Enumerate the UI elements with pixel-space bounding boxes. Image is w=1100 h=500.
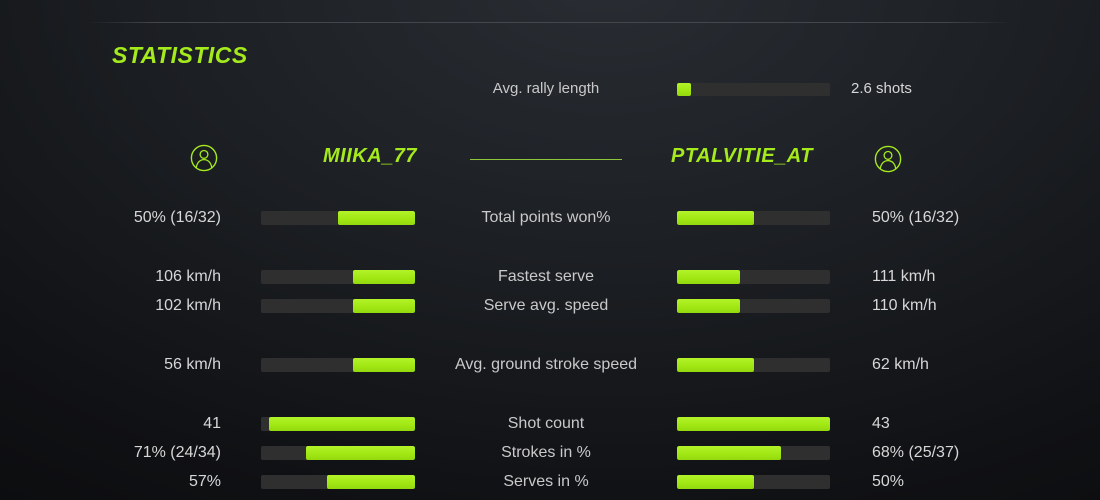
- stat-row-total-points: 50% (16/32) Total points won% 50% (16/32…: [0, 203, 1100, 233]
- right-bar-fill: [677, 299, 740, 313]
- stat-row-strokes-in: 71% (24/34) Strokes in % 68% (25/37): [0, 438, 1100, 468]
- stat-label: Total points won%: [481, 209, 611, 226]
- avg-rally-length-label: Avg. rally length: [492, 80, 600, 97]
- stat-row-shot-count: 41 Shot count 43: [0, 409, 1100, 439]
- left-bar: [261, 358, 415, 372]
- stat-label: Avg. ground stroke speed: [454, 356, 638, 373]
- left-bar: [261, 446, 415, 460]
- right-bar-fill: [677, 211, 754, 225]
- right-bar: [677, 299, 830, 313]
- avg-rally-length-bar-fill: [677, 83, 691, 96]
- right-bar: [677, 270, 830, 284]
- page-title: STATISTICS: [112, 42, 248, 68]
- right-value: 50%: [872, 473, 905, 490]
- right-bar-fill: [677, 417, 830, 431]
- left-bar-fill: [353, 270, 415, 284]
- right-value: 50% (16/32): [872, 209, 960, 226]
- left-bar: [261, 299, 415, 313]
- right-bar: [677, 446, 830, 460]
- left-value: 56 km/h: [164, 356, 221, 373]
- stat-row-serve-avg-speed: 102 km/h Serve avg. speed 110 km/h: [0, 291, 1100, 321]
- left-bar-fill: [327, 475, 415, 489]
- stat-label: Strokes in %: [501, 444, 591, 461]
- left-value: 71% (24/34): [133, 444, 221, 461]
- player-name-right[interactable]: PTALVITIE_AT: [671, 145, 813, 167]
- stat-label: Serves in %: [503, 473, 589, 490]
- right-value: 62 km/h: [872, 356, 929, 373]
- left-bar-fill: [305, 446, 415, 460]
- left-bar-fill: [353, 299, 415, 313]
- right-bar: [677, 417, 830, 431]
- player-name-left[interactable]: MIIKA_77: [322, 145, 418, 167]
- right-bar: [677, 475, 830, 489]
- left-bar-fill: [353, 358, 415, 372]
- right-bar-fill: [677, 358, 754, 372]
- left-value: 41: [203, 415, 221, 432]
- stat-label: Serve avg. speed: [483, 297, 609, 314]
- right-bar: [677, 358, 830, 372]
- player-avatar-icon[interactable]: [190, 144, 218, 172]
- right-value: 43: [872, 415, 890, 432]
- left-bar-fill: [268, 417, 415, 431]
- left-value: 102 km/h: [155, 297, 221, 314]
- stat-label: Shot count: [507, 415, 585, 432]
- left-value: 50% (16/32): [133, 209, 221, 226]
- right-value: 111 km/h: [872, 268, 936, 285]
- top-divider: [88, 22, 1012, 23]
- left-bar: [261, 417, 415, 431]
- stat-row-fastest-serve: 106 km/h Fastest serve 111 km/h: [0, 262, 1100, 292]
- left-bar: [261, 211, 415, 225]
- stat-row-ground-stroke-speed: 56 km/h Avg. ground stroke speed 62 km/h: [0, 350, 1100, 380]
- right-bar-fill: [677, 475, 754, 489]
- avg-rally-length-bar: [677, 83, 830, 96]
- right-bar-fill: [677, 270, 740, 284]
- stat-label: Fastest serve: [497, 268, 595, 285]
- left-bar-fill: [338, 211, 415, 225]
- left-value: 106 km/h: [155, 268, 221, 285]
- left-bar: [261, 270, 415, 284]
- stat-row-serves-in: 57% Serves in % 50%: [0, 467, 1100, 497]
- left-value: 57%: [188, 473, 221, 490]
- right-bar-fill: [677, 446, 782, 460]
- left-bar: [261, 475, 415, 489]
- right-value: 110 km/h: [872, 297, 937, 314]
- player-avatar-icon[interactable]: [874, 145, 902, 173]
- players-divider: [470, 159, 622, 160]
- right-value: 68% (25/37): [872, 444, 960, 461]
- avg-rally-length-value: 2.6 shots: [851, 80, 912, 97]
- right-bar: [677, 211, 830, 225]
